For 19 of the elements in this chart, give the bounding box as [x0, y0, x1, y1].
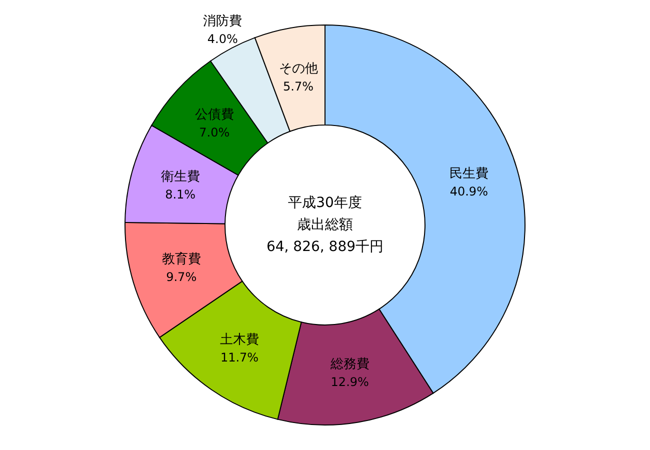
data-label: 12.9%: [330, 374, 369, 389]
data-label: 9.7%: [166, 270, 197, 284]
data-label: 8.1%: [165, 187, 196, 202]
slice-label: 衛生費: [160, 169, 200, 184]
slice-label: 民生費: [449, 166, 488, 182]
slice-label: 消防費: [203, 14, 242, 30]
data-label: 40.9%: [450, 184, 488, 199]
data-label: 4.0%: [207, 32, 238, 46]
data-label: 5.7%: [283, 79, 314, 94]
slice-label: 公債費: [194, 108, 234, 123]
slice-label: 教育費: [162, 251, 201, 268]
data-label: 7.0%: [199, 126, 230, 140]
slice-label: その他: [278, 61, 318, 76]
slice-label: 土木費: [220, 332, 260, 348]
text: 歳出総額: [297, 217, 353, 233]
data-label: 11.7%: [220, 350, 259, 364]
text: 64, 826, 889千円: [266, 239, 384, 255]
text: 平成30年度: [288, 195, 362, 211]
slice-label: 総務費: [329, 356, 370, 372]
